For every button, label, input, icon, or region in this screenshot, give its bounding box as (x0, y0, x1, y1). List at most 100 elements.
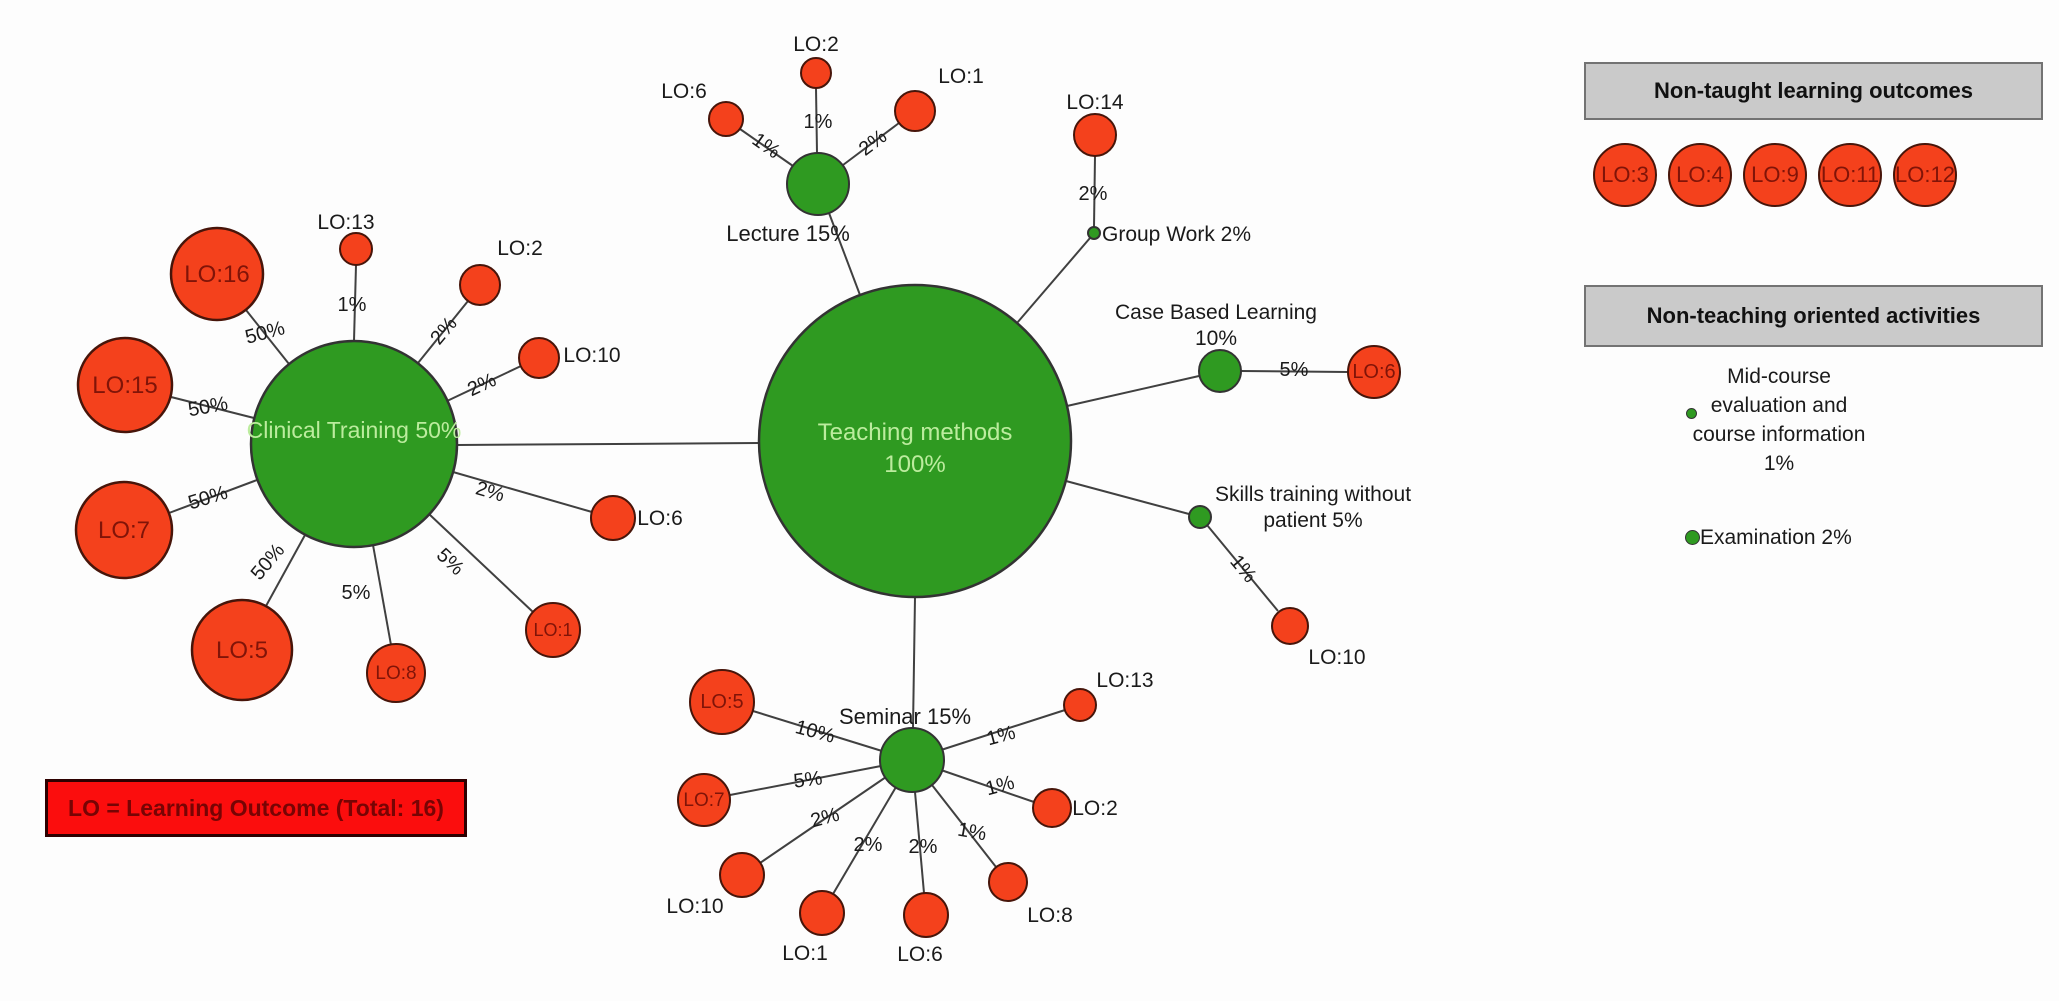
edge-clinical-lo2c (417, 300, 469, 364)
label-clinical: Clinical Training 50% (247, 417, 462, 443)
examination-label: Examination 2% (1700, 526, 1852, 549)
edge-cbl-lo6cbl (1240, 370, 1349, 373)
edge-clinical-lo8c (372, 544, 392, 646)
label-lo7c: LO:7 (98, 517, 150, 544)
edge-seminar-lo5s (752, 710, 883, 752)
node-clinical (249, 339, 459, 549)
node-lo7s (677, 773, 731, 827)
edge-lecture-lo1L (842, 122, 900, 166)
edge-teaching-groupwork (1016, 237, 1091, 324)
edge-teaching-cbl (1066, 375, 1200, 407)
label-lo8s: LO:8 (1027, 904, 1073, 927)
edge-label-lecture-lo1L: 2% (855, 125, 891, 160)
edge-skills-lo10sk (1206, 524, 1279, 612)
edge-teaching-seminar (912, 596, 916, 729)
edge-clinical-lo10c (446, 365, 522, 402)
node-lo10c (518, 337, 560, 379)
node-lo7c (74, 480, 174, 580)
edge-lecture-teaching (828, 212, 861, 296)
label-lo5c: LO:5 (216, 637, 268, 664)
node-lo13s (1063, 688, 1097, 722)
node-groupwork (1087, 226, 1101, 240)
label-lo7s: LO:7 (683, 790, 724, 811)
edge-lecture-lo2L (815, 87, 818, 154)
label-lo6cbl: LO:6 (1352, 361, 1395, 383)
label-lo6L: LO:6 (661, 80, 707, 103)
legend-outcome-circle: LO:3 (1593, 143, 1657, 207)
mid-course-line-1: Mid-course (1727, 365, 1831, 388)
label-lo14: LO:14 (1066, 91, 1124, 114)
legend-non-teaching-box: Non-teaching oriented activities (1584, 285, 2043, 347)
node-lo10sk (1271, 607, 1309, 645)
edge-label-clinical-lo15: 50% (186, 393, 229, 422)
edge-label-clinical-lo5c: 50% (247, 539, 290, 584)
node-cbl (1198, 349, 1242, 393)
label-lo10s: LO:10 (666, 895, 723, 918)
edge-label-seminar-lo10s: 2% (808, 804, 842, 833)
edge-label-clinical-lo16: 50% (243, 317, 288, 349)
legend-non-taught-title: Non-taught learning outcomes (1654, 78, 1973, 103)
node-lo5s (689, 669, 755, 735)
node-lo10s (719, 852, 765, 898)
node-lecture (786, 152, 850, 216)
edge-groupwork-lo14 (1093, 155, 1096, 228)
label-lecture: Lecture 15% (726, 221, 850, 246)
edge-seminar-lo2s (940, 769, 1035, 803)
node-teaching (757, 283, 1073, 599)
edge-label-clinical-lo6c: 2% (473, 477, 507, 506)
node-skills (1188, 505, 1212, 529)
label-lo10sk: LO:10 (1308, 646, 1365, 669)
edge-clinical-lo16 (245, 309, 290, 365)
edge-seminar-lo1s (832, 786, 897, 895)
edge-label-seminar-lo2s: 1% (983, 772, 1017, 801)
legend-outcome-circle: LO:4 (1668, 143, 1732, 207)
edge-clinical-lo15 (170, 396, 255, 419)
lo-note-box: LO = Learning Outcome (Total: 16) (45, 779, 467, 837)
edge-clinical-lo13c (353, 264, 357, 342)
edge-teaching-skills (1065, 480, 1190, 515)
edge-label-seminar-lo5s: 10% (793, 716, 838, 748)
non-taught-outcomes-row: LO:3 LO:4 LO:9 LO:11 LO:12 (1593, 143, 1957, 207)
edge-label-clinical-lo8c: 5% (342, 582, 371, 604)
label-lo5s: LO:5 (700, 691, 743, 713)
label-lo2c: LO:2 (497, 237, 543, 260)
edge-label-skills-lo10sk: 1% (1225, 551, 1261, 587)
label-groupwork: Group Work 2% (1102, 223, 1251, 246)
examination-dot-icon (1685, 530, 1700, 545)
label-lo2s: LO:2 (1072, 797, 1118, 820)
edge-seminar-lo10s (759, 776, 887, 864)
node-lo15 (76, 336, 174, 434)
mid-course-line-4: 1% (1763, 452, 1795, 475)
node-lo6s (903, 892, 949, 938)
edge-seminar-lo6s (914, 791, 925, 894)
label-lo8c: LO:8 (375, 663, 416, 684)
edge-label-clinical-lo2c: 2% (426, 313, 462, 349)
legend-outcome-circle: LO:12 (1893, 143, 1957, 207)
label-skills: Skills training without patient 5% (1215, 483, 1411, 532)
lo-note-text: LO = Learning Outcome (Total: 16) (68, 794, 444, 821)
label-cbl: Case Based Learning 10% (1115, 301, 1317, 350)
edge-clinical-lo1c (428, 513, 534, 613)
node-seminar (879, 727, 945, 793)
label-lo6c: LO:6 (637, 507, 683, 530)
edge-label-groupwork-lo14: 2% (1079, 183, 1108, 205)
label-lo13c: LO:13 (317, 211, 374, 234)
node-lo8c (366, 643, 426, 703)
node-lo1L (894, 90, 936, 132)
edge-seminar-lo13s (940, 709, 1066, 751)
mid-course-line-3: course information (1692, 423, 1866, 446)
edge-label-clinical-lo1c: 5% (432, 544, 468, 580)
node-lo16 (169, 226, 265, 322)
edge-label-clinical-lo10c: 2% (464, 369, 500, 401)
legend-outcome-circle: LO:11 (1818, 143, 1882, 207)
edge-seminar-lo8s (931, 784, 997, 868)
edge-lecture-lo6L (739, 128, 794, 167)
legend-outcome-circle: LO:9 (1743, 143, 1807, 207)
edge-label-seminar-lo7s: 5% (792, 767, 824, 792)
edge-label-lecture-lo2L: 1% (804, 111, 833, 133)
label-seminar: Seminar 15% (839, 704, 971, 729)
label-lo2L: LO:2 (793, 33, 839, 56)
node-lo1s (799, 890, 845, 936)
